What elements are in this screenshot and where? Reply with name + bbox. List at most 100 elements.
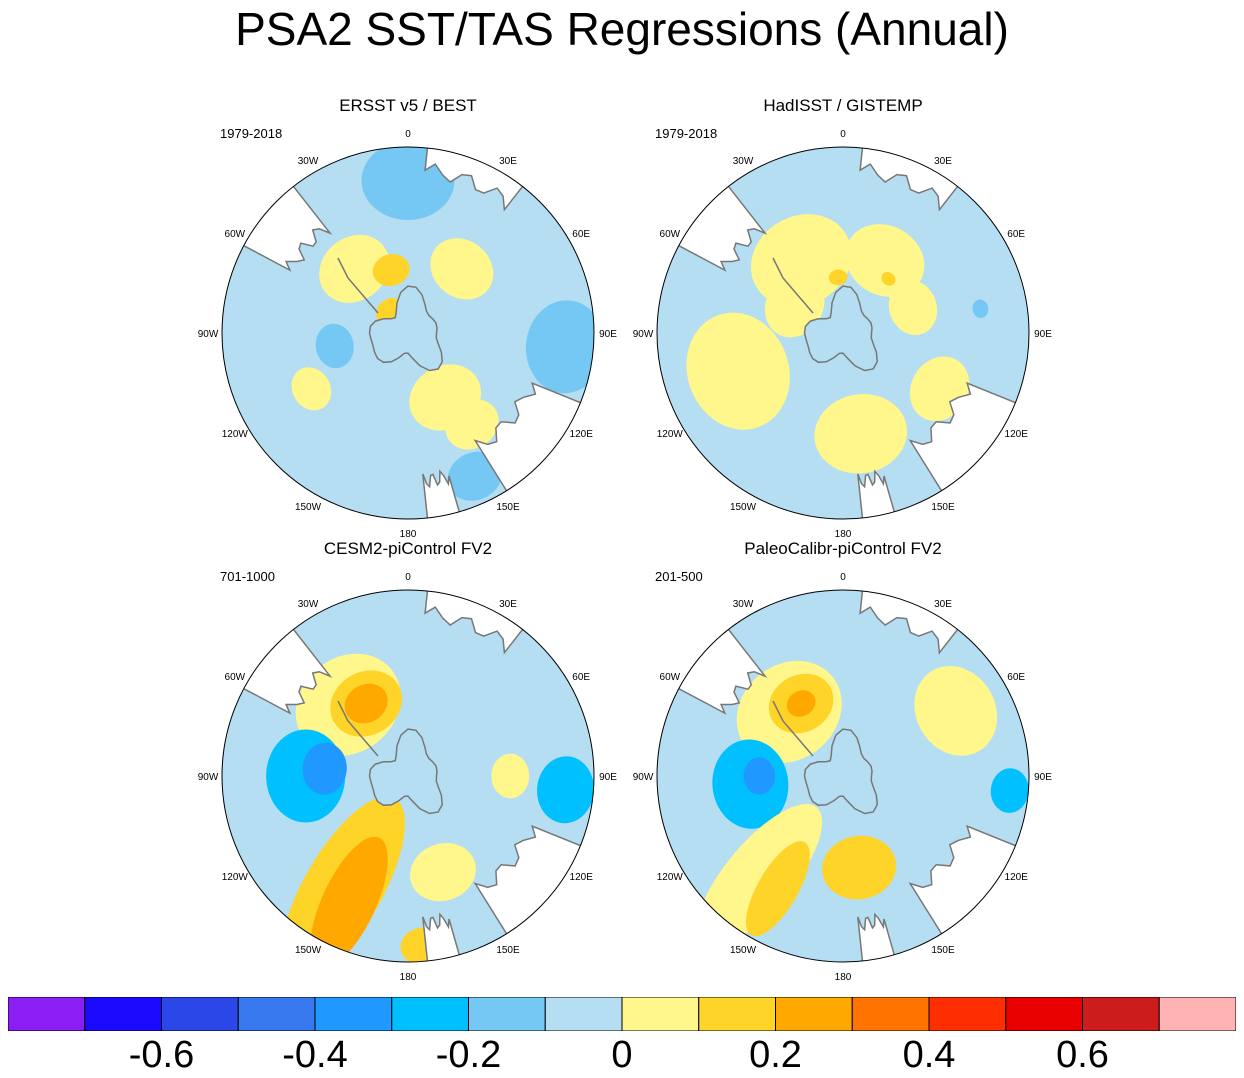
longitude-label: 90E <box>1034 329 1052 340</box>
longitude-label: 90E <box>599 329 617 340</box>
panel-title: PaleoCalibr-piControl FV2 <box>744 539 942 558</box>
colorbar-tick-label: 0.6 <box>1056 1034 1109 1076</box>
anomaly-region <box>696 804 823 948</box>
anomaly-region <box>302 742 347 795</box>
panel-title: HadISST / GISTEMP <box>763 96 923 115</box>
map-border <box>221 589 595 963</box>
longitude-label: 60E <box>572 229 590 240</box>
longitude-label: 0 <box>840 129 846 140</box>
anomaly-region <box>491 753 530 799</box>
colorbar-swatch <box>1158 997 1236 1031</box>
longitude-label: 60E <box>572 672 590 683</box>
panel-title: ERSST v5 / BEST <box>339 96 477 115</box>
colorbar-swatch <box>237 997 316 1031</box>
anomaly-region <box>291 367 332 411</box>
landmass <box>857 469 901 519</box>
anomaly-region <box>972 299 989 319</box>
colorbar-tick-label: 0.4 <box>902 1034 956 1076</box>
map-panel: CESM2-piControl FV2 701-1000 0 30E 60E 90E 120… <box>198 539 618 983</box>
colorbar-swatch <box>621 997 700 1031</box>
longitude-label: 180 <box>835 972 852 983</box>
longitude-label: 120E <box>1005 872 1029 883</box>
colorbar-tick-label: -0.6 <box>128 1034 195 1076</box>
longitude-label: 60W <box>660 229 681 240</box>
anomaly-region <box>914 666 998 756</box>
longitude-label: 150E <box>931 502 955 513</box>
longitude-label: 90W <box>198 329 219 340</box>
anomaly-region <box>410 843 476 902</box>
longitude-label: 180 <box>400 972 417 983</box>
longitude-label: 150W <box>730 945 757 956</box>
colorbar-swatch <box>1082 997 1160 1031</box>
map-panel: HadISST / GISTEMP 1979-2018 0 30E 60E 90E 120E… <box>633 96 1053 540</box>
panel-title: CESM2-piControl FV2 <box>323 539 493 558</box>
anomaly-region <box>814 393 908 474</box>
longitude-label: 60W <box>225 672 246 683</box>
landmass <box>422 469 466 519</box>
antarctica-coast <box>368 285 443 372</box>
anomaly-region <box>828 269 848 286</box>
longitude-label: 120E <box>570 429 594 440</box>
longitude-label: 150E <box>496 502 520 513</box>
colorbar-swatch <box>775 997 853 1031</box>
colorbar-swatch <box>314 997 393 1031</box>
anomaly-region <box>743 757 776 795</box>
anomaly-region <box>445 399 499 450</box>
anomaly-region <box>786 690 816 717</box>
longitude-label: 60W <box>225 229 246 240</box>
colorbar-swatch <box>544 997 623 1031</box>
figure-title: PSA2 SST/TAS Regressions (Annual) <box>235 3 1009 55</box>
antarctica-coast <box>368 728 443 815</box>
longitude-label: 0 <box>405 129 411 140</box>
longitude-label: 180 <box>400 529 417 540</box>
anomaly-region <box>525 300 594 394</box>
longitude-label: 120W <box>222 872 249 883</box>
anomaly-region <box>881 272 896 286</box>
anomaly-region <box>845 224 925 297</box>
anomaly-region <box>344 683 388 724</box>
map-panel: PaleoCalibr-piControl FV2 201-500 0 30E 60E 9… <box>633 539 1053 983</box>
panel-years: 701-1000 <box>220 569 275 584</box>
map-border <box>656 146 1030 520</box>
peninsula-coast <box>337 257 379 314</box>
longitude-label: 150E <box>496 945 520 956</box>
polar-map: 0 30E 60E 90E 120E 150E 180 150W 120W 90W 60W 30W <box>633 129 1053 540</box>
longitude-label: 150W <box>295 502 322 513</box>
colorbar-swatch <box>84 997 162 1031</box>
longitude-label: 60E <box>1007 229 1025 240</box>
panel-years: 201-500 <box>655 569 703 584</box>
anomaly-region <box>319 234 390 303</box>
colorbar <box>8 997 1236 1031</box>
peninsula-coast <box>772 700 814 757</box>
longitude-label: 150E <box>931 945 955 956</box>
longitude-label: 30W <box>298 599 319 610</box>
longitude-label: 180 <box>835 529 852 540</box>
colorbar-swatch <box>1005 997 1083 1031</box>
longitude-label: 90E <box>599 772 617 783</box>
anomaly-region <box>430 238 494 300</box>
longitude-label: 60E <box>1007 672 1025 683</box>
anomaly-region <box>686 312 790 430</box>
longitude-label: 120W <box>222 429 249 440</box>
longitude-label: 120W <box>657 872 684 883</box>
longitude-label: 30E <box>934 156 952 167</box>
panel-years: 1979-2018 <box>655 126 718 141</box>
longitude-label: 90W <box>633 329 654 340</box>
longitude-label: 90E <box>1034 772 1052 783</box>
colorbar-swatch <box>698 997 776 1031</box>
antarctica-coast <box>803 285 878 372</box>
anomaly-region <box>315 323 354 369</box>
anomaly-region <box>310 836 388 962</box>
colorbar-tick-label: -0.2 <box>435 1034 502 1076</box>
antarctica-coast <box>803 728 878 815</box>
longitude-label: 90W <box>633 772 654 783</box>
peninsula-coast <box>772 257 814 314</box>
longitude-label: 30W <box>733 156 754 167</box>
longitude-label: 0 <box>405 572 411 583</box>
anomaly-region <box>888 280 938 335</box>
anomaly-region <box>536 756 594 824</box>
longitude-label: 30W <box>298 156 319 167</box>
colorbar-tick-label: 0 <box>611 1034 633 1076</box>
colorbar-swatch <box>161 997 239 1031</box>
anomaly-region <box>822 835 897 900</box>
